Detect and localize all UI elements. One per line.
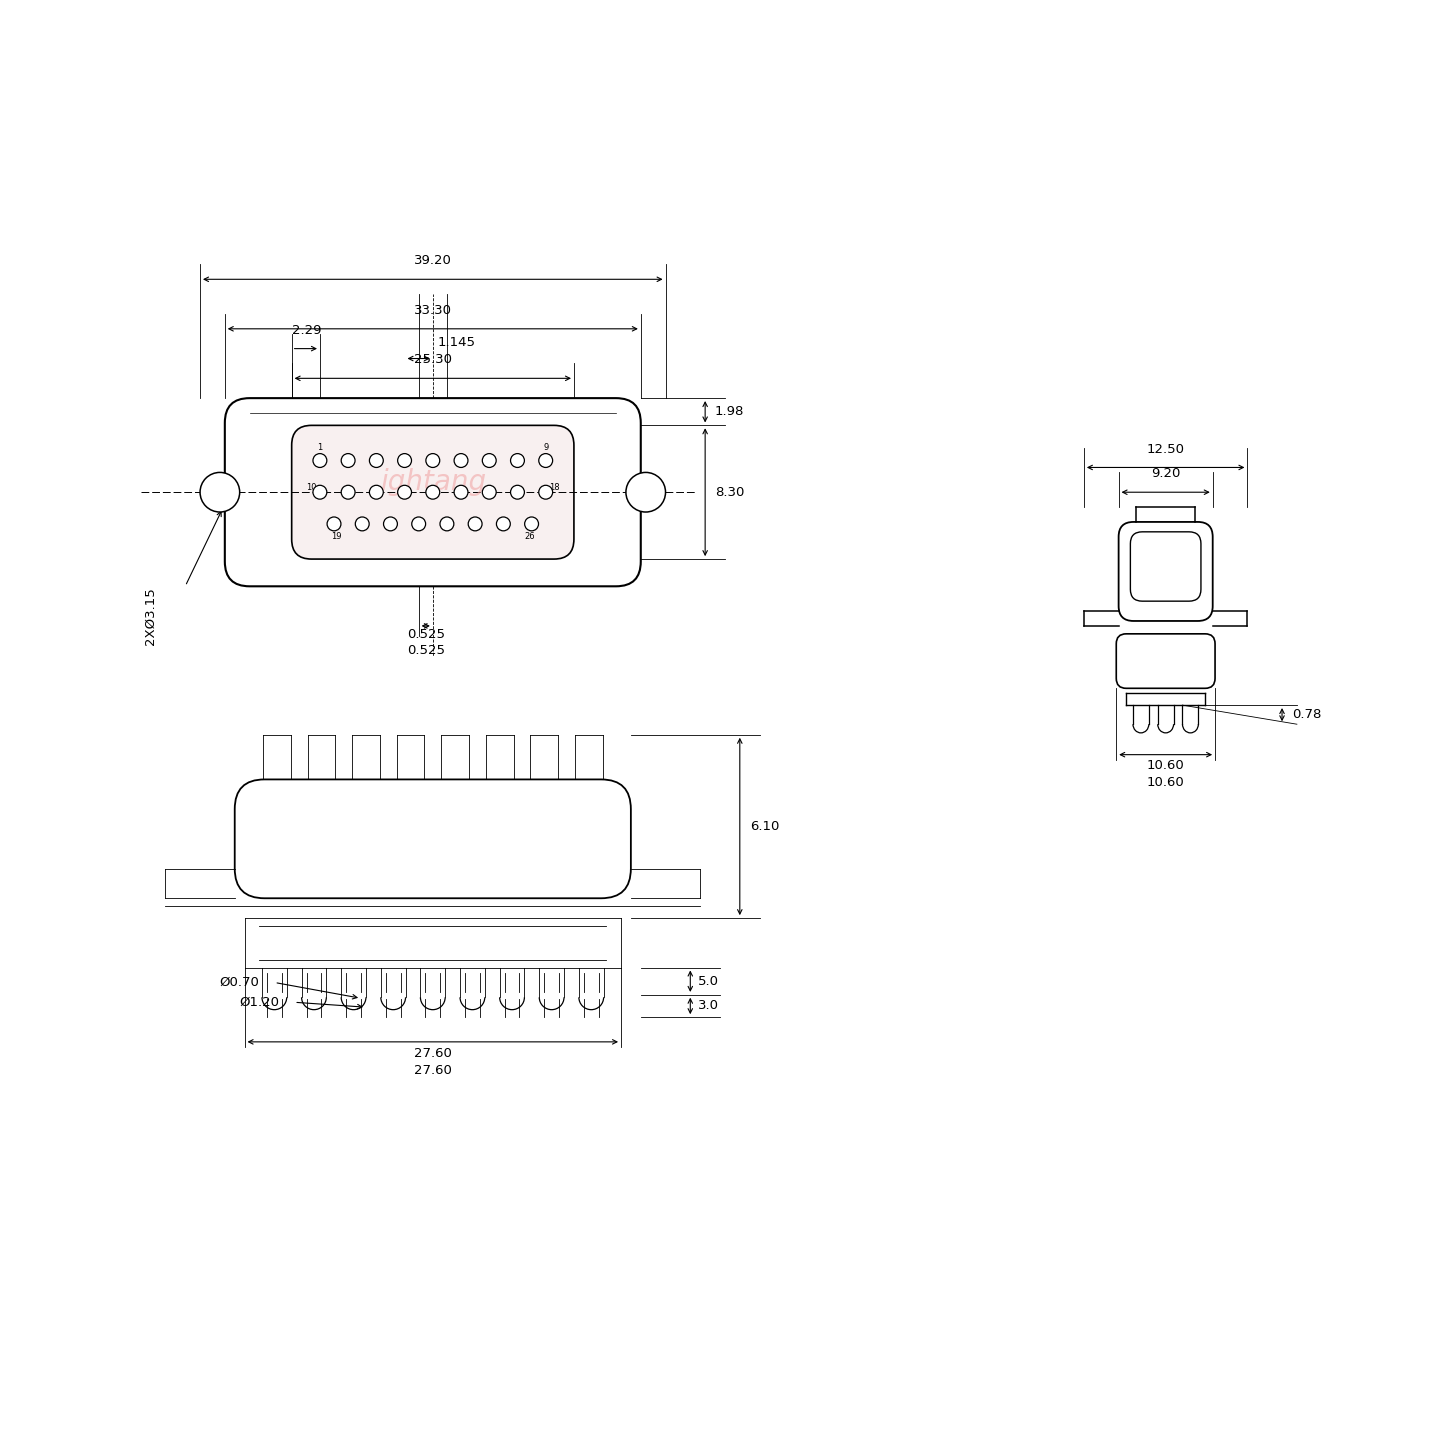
Text: 1: 1 [317,442,323,452]
Text: 25.30: 25.30 [413,353,452,366]
Circle shape [426,454,439,468]
Text: 10.60: 10.60 [1146,776,1185,789]
Text: 39.20: 39.20 [413,255,452,268]
Text: 3.0: 3.0 [698,999,719,1012]
Text: Ø0.70: Ø0.70 [220,976,259,989]
Text: 2XØ3.15: 2XØ3.15 [144,588,157,645]
Circle shape [397,454,412,468]
Text: 9.20: 9.20 [1151,468,1181,481]
Circle shape [482,454,497,468]
Circle shape [468,517,482,531]
Text: 6.10: 6.10 [750,819,779,832]
Circle shape [539,454,553,468]
Text: 27.60: 27.60 [413,1064,452,1077]
Circle shape [511,454,524,468]
Text: 1.145: 1.145 [438,336,475,348]
FancyBboxPatch shape [1119,521,1212,621]
Circle shape [312,485,327,500]
Circle shape [312,454,327,468]
Text: 1.98: 1.98 [716,405,744,418]
Text: 9: 9 [543,442,549,452]
Text: 26: 26 [524,531,534,541]
Circle shape [511,485,524,500]
Text: 2.29: 2.29 [292,324,321,337]
Text: 5.0: 5.0 [698,975,719,988]
Circle shape [412,517,426,531]
Circle shape [539,485,553,500]
Circle shape [383,517,397,531]
Text: 33.30: 33.30 [413,304,452,317]
Circle shape [482,485,497,500]
FancyBboxPatch shape [1130,531,1201,600]
Circle shape [397,485,412,500]
Text: 10: 10 [307,482,317,492]
Text: 18: 18 [549,482,559,492]
FancyBboxPatch shape [1116,634,1215,688]
Circle shape [454,485,468,500]
Text: Ø1.20: Ø1.20 [239,995,279,1009]
Circle shape [454,454,468,468]
Text: 0.78: 0.78 [1292,708,1322,721]
Text: 0.525: 0.525 [406,628,445,641]
Circle shape [341,485,356,500]
Circle shape [370,454,383,468]
Circle shape [200,472,239,513]
FancyBboxPatch shape [225,397,641,586]
Circle shape [426,485,439,500]
Circle shape [497,517,510,531]
Text: 27.60: 27.60 [413,1047,452,1060]
Circle shape [327,517,341,531]
Text: 0.525: 0.525 [406,644,445,657]
Text: 10.60: 10.60 [1146,759,1185,772]
Circle shape [341,454,356,468]
Text: 8.30: 8.30 [716,485,744,498]
Circle shape [441,517,454,531]
FancyBboxPatch shape [235,779,631,899]
Text: ightang: ightang [380,468,485,497]
Circle shape [370,485,383,500]
Circle shape [356,517,369,531]
FancyBboxPatch shape [292,425,575,559]
Text: 12.50: 12.50 [1146,442,1185,455]
Circle shape [626,472,665,513]
Text: 19: 19 [331,531,341,541]
Circle shape [524,517,539,531]
